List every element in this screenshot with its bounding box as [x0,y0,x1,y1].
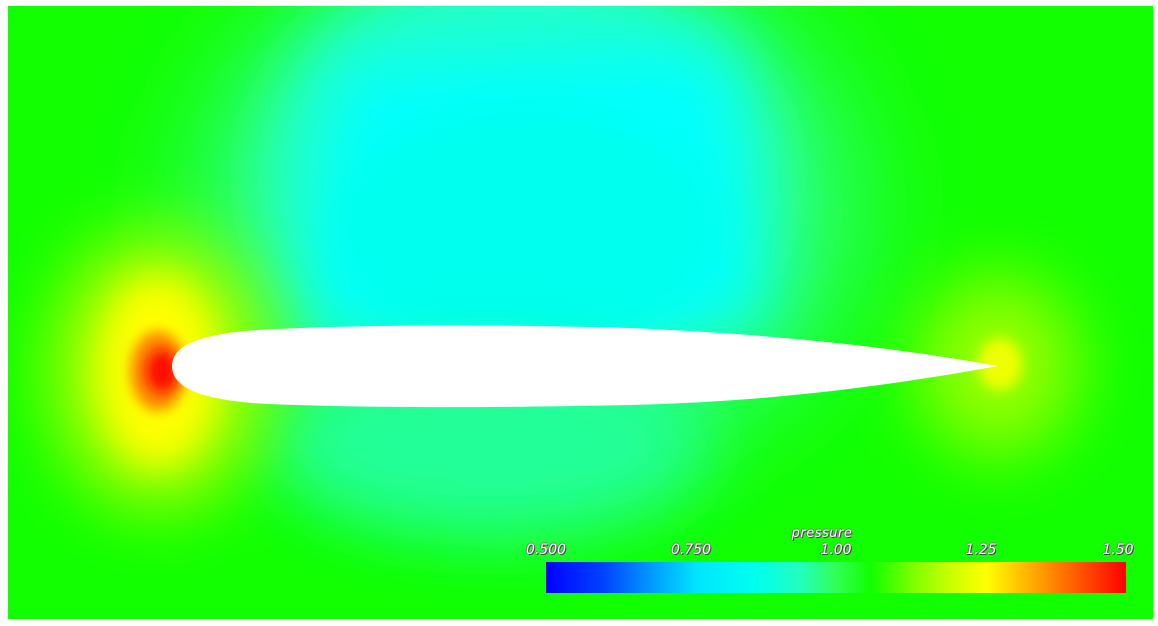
colorbar-tick-label: 0.500 [525,542,567,558]
pressure-colorbar: pressure 0.500 0.750 1.00 1.25 1.50 [512,526,1134,596]
colorbar-tick-label: 1.00 [820,542,852,558]
colorbar-tick-label: 1.25 [965,542,997,558]
low-pressure-center [338,106,718,346]
pressure-field-view[interactable]: pressure 0.500 0.750 1.00 1.25 1.50 [8,6,1153,619]
trailing-edge-yellow [978,338,1022,390]
airfoil-body [172,325,998,408]
stagnation-point [146,349,178,393]
colorbar-tick-label: 1.50 [1102,542,1134,558]
colorbar-tick-label: 0.750 [670,542,712,558]
colorbar-gradient [546,562,1126,593]
colorbar-title: pressure [791,526,853,541]
pressure-contour-plot [8,6,1153,619]
